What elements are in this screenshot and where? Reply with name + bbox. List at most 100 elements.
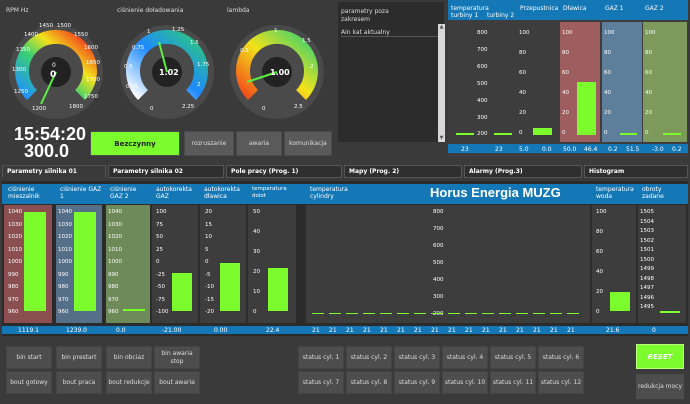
auto-dlawica-tick: -10 — [205, 284, 214, 290]
rpm-tick: 1250 — [14, 89, 28, 95]
dlawica-bar — [577, 82, 596, 135]
cylinder-bar — [448, 313, 460, 314]
boost-tick: 0.5 — [124, 64, 133, 70]
gaz2-tick: 80 — [645, 50, 652, 56]
tab-alarms[interactable]: Alarmy (Prog.3) — [464, 165, 582, 178]
dlawica-tick: 0 — [562, 130, 566, 136]
main-value: 21 — [567, 327, 575, 334]
lambda-value: 1.00 — [270, 68, 290, 77]
status-idle-button[interactable]: Bezczynny — [90, 131, 180, 156]
rpm-tick: 1700 — [86, 77, 100, 83]
io-button[interactable]: bout gotowy — [6, 371, 52, 394]
status-fault-button[interactable]: awaria — [236, 131, 282, 156]
tab-engine-params-02[interactable]: Parametry silnika 02 — [108, 165, 224, 178]
rpm-tick: 1550 — [74, 32, 88, 38]
io-button[interactable]: bin start — [6, 346, 52, 369]
cylinder-status-button[interactable]: status cyl. 1 — [298, 346, 344, 369]
tab-engine-params-01[interactable]: Parametry silnika 01 — [2, 165, 106, 178]
tab-work-field[interactable]: Pole pracy (Prog. 1) — [226, 165, 342, 178]
auto-dlawica-tick: -15 — [205, 296, 214, 303]
main-value: 21 — [482, 327, 490, 334]
alarm-row[interactable]: Ain kat aktualny — [341, 29, 441, 37]
press-tick: 1020 — [58, 234, 72, 240]
main-value: 21 — [380, 327, 388, 334]
cylinder-status-button[interactable]: status cyl. 3 — [394, 346, 440, 369]
header-gaz2: GAZ 2 — [645, 5, 664, 12]
turbine-tick: 300 — [477, 115, 488, 121]
cylinder-status-button[interactable]: status cyl. 5 — [490, 346, 536, 369]
cylinder-bar — [312, 313, 324, 314]
main-value: 22.4 — [266, 327, 280, 334]
cylinder-status-button[interactable]: status cyl. 6 — [538, 346, 584, 369]
press-tick: 1010 — [58, 246, 72, 253]
gaz2-tick: 40 — [645, 90, 652, 96]
tab-maps[interactable]: Mapy (Prog. 2) — [344, 165, 462, 178]
io-button[interactable]: bout redukcje — [106, 371, 152, 394]
chart-cylinders — [306, 205, 590, 323]
gaz1-tick: 80 — [604, 50, 611, 56]
cylinder-status-button[interactable]: status cyl. 8 — [346, 371, 392, 394]
turbine-tick: 800 — [477, 30, 488, 36]
cylinder-tick: 500 — [433, 260, 444, 266]
status-startup-button[interactable]: rozruszanie — [184, 131, 234, 156]
hdr-woda: temperatura woda — [596, 186, 634, 200]
cylinder-bar — [482, 313, 494, 314]
cylinder-status-button[interactable]: status cyl. 11 — [490, 371, 536, 394]
cylinder-status-button[interactable]: status cyl. 12 — [538, 371, 584, 394]
press-tick: 970 — [58, 296, 69, 303]
dolot-tick: 40 — [253, 229, 260, 235]
press-tick: 1030 — [8, 221, 22, 228]
gaz1-value-b: 51.5 — [626, 146, 640, 153]
gaz1-tick: 100 — [604, 30, 615, 36]
io-button[interactable]: bin prestart — [56, 346, 102, 369]
throttle-tick: 40 — [519, 90, 526, 96]
press-tick: 980 — [8, 284, 19, 290]
alarm-scrollbar[interactable]: ▲ ▼ — [438, 24, 445, 142]
hdr-dolot: temperatura dolot — [252, 186, 287, 199]
boost-tick: 0.25 — [126, 84, 139, 90]
press-tick: 1020 — [8, 234, 22, 240]
cylinder-tick: 200 — [433, 311, 444, 317]
status-comm-button[interactable]: komunikacja — [284, 131, 332, 156]
cylinder-bar — [363, 313, 375, 314]
obroty-tick: 1504 — [640, 218, 654, 225]
obroty-tick: 1502 — [640, 237, 654, 244]
clock-value: 300.0 — [24, 141, 70, 161]
main-value: 21 — [414, 327, 422, 334]
throttle-value-a: 5.0 — [519, 146, 529, 153]
cylinder-bar — [380, 313, 392, 314]
cylinder-status-button[interactable]: status cyl. 10 — [442, 371, 488, 394]
scroll-up-icon[interactable]: ▲ — [439, 24, 444, 30]
io-button[interactable]: bout praca — [56, 371, 102, 394]
lambda-tick: 2 — [310, 64, 314, 70]
throttle-tick: 60 — [519, 70, 526, 76]
main-value: 21 — [465, 327, 473, 334]
obroty-tick: 1501 — [640, 247, 654, 253]
scroll-down-icon[interactable]: ▼ — [439, 135, 444, 141]
lambda-tick: 2.5 — [294, 104, 303, 110]
power-reduction-button[interactable]: redukcja mocy — [636, 374, 684, 399]
obroty-tick: 1497 — [640, 285, 654, 291]
cylinder-bar — [431, 313, 443, 314]
main-value: 21 — [550, 327, 558, 334]
cylinder-status-button[interactable]: status cyl. 2 — [346, 346, 392, 369]
turbine-chart — [450, 22, 515, 142]
tab-histogram[interactable]: Histogram — [584, 165, 688, 178]
press-tick: 970 — [8, 296, 19, 303]
boost-tick: 2.25 — [182, 104, 195, 110]
cylinder-status-button[interactable]: status cyl. 7 — [298, 371, 344, 394]
press-tick: 1000 — [108, 259, 122, 265]
cylinder-status-button[interactable]: status cyl. 9 — [394, 371, 440, 394]
io-button[interactable]: bin awaria stop — [154, 346, 200, 369]
rpm-tick: 1350 — [16, 47, 30, 53]
boost-tick: 0.75 — [132, 45, 145, 51]
main-value: 1239.0 — [66, 327, 87, 334]
alarm-panel: parametry poza zakresem Ain kat aktualny — [338, 2, 444, 142]
hdr-auto-dlawica: autokorekta dławica — [204, 186, 240, 200]
io-button[interactable]: bin obciaz — [106, 346, 152, 369]
io-button[interactable]: bout awaria — [154, 371, 200, 394]
main-value: -21.00 — [162, 327, 182, 334]
reset-button[interactable]: RESET — [636, 344, 684, 369]
cylinder-status-button[interactable]: status cyl. 4 — [442, 346, 488, 369]
gaz2-value-a: -3.0 — [652, 146, 664, 153]
